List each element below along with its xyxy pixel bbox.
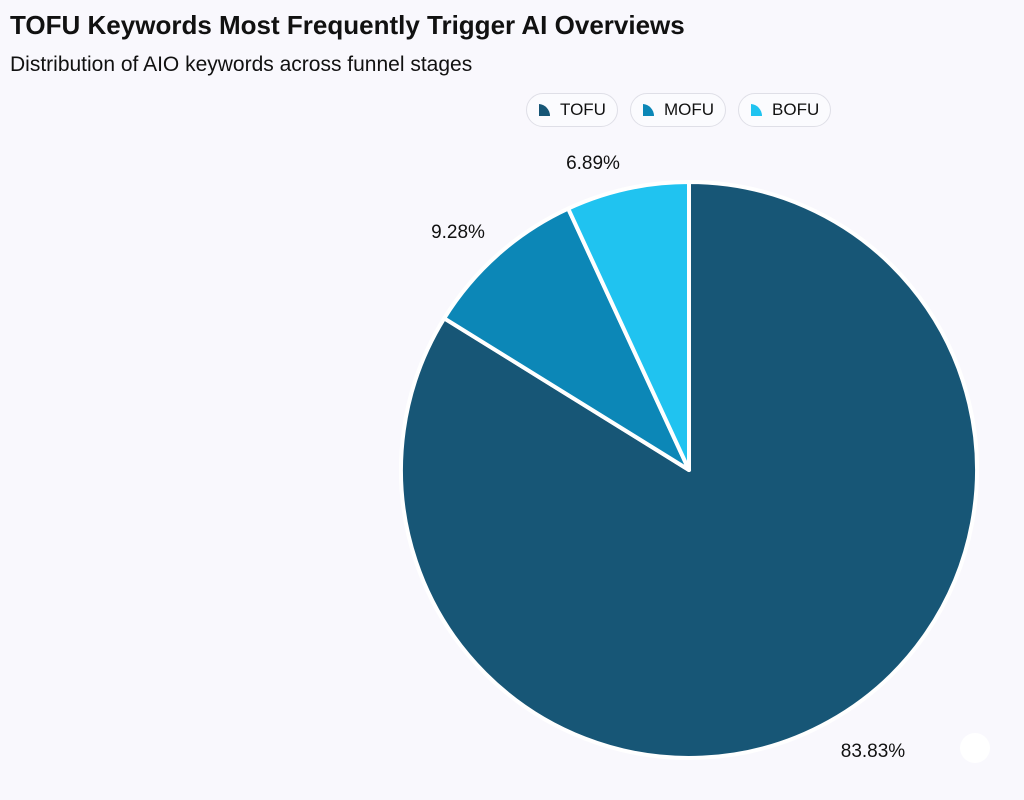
slice-label-mofu: 9.28%	[431, 222, 485, 243]
chart-legend: TOFU MOFU BOFU	[526, 93, 832, 127]
pie-slice-mofu[interactable]	[442, 206, 691, 472]
legend-item-tofu[interactable]: TOFU	[526, 93, 618, 127]
legend-label-bofu: BOFU	[772, 100, 820, 119]
slice-label-tofu: 83.83%	[841, 741, 906, 762]
legend-swatch-bofu-icon	[749, 103, 763, 117]
chart-title: TOFU Keywords Most Frequently Trigger AI…	[10, 10, 685, 40]
chart-subtitle: Distribution of AIO keywords across funn…	[10, 53, 473, 76]
legend-label-mofu: MOFU	[663, 100, 715, 119]
legend-swatch-tofu-icon	[537, 103, 551, 117]
legend-item-mofu[interactable]: MOFU	[629, 93, 727, 127]
pie-slice-bofu[interactable]	[566, 180, 691, 472]
slice-label-bofu: 6.89%	[566, 153, 620, 174]
legend-label-tofu: TOFU	[560, 100, 606, 119]
corner-dot	[960, 733, 990, 763]
legend-item-bofu[interactable]: BOFU	[738, 93, 832, 127]
legend-swatch-mofu-icon	[641, 103, 655, 117]
